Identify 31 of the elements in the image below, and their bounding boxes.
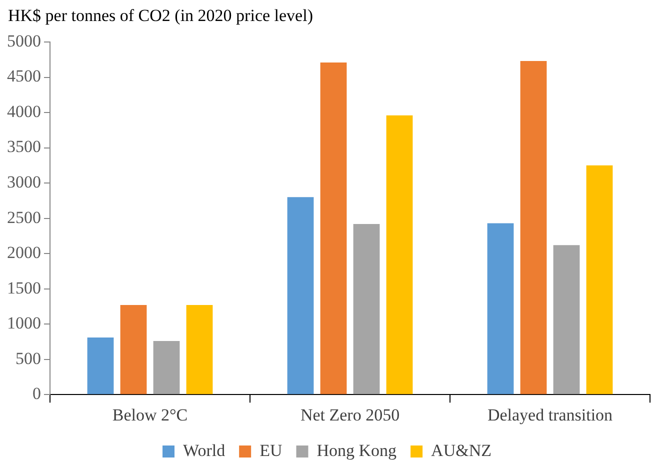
y-tick-label: 1500 [7,278,41,298]
x-tick-label: Delayed transition [487,405,614,424]
legend-label: World [183,440,226,460]
y-tick-label: 4500 [7,66,41,86]
y-tick-label: 3500 [7,137,41,156]
y-tick-label: 2500 [7,208,41,227]
bar [320,62,347,394]
y-tick-label: 0 [32,384,41,404]
x-tick-label: Below 2°C [112,405,188,424]
legend-label: Hong Kong [316,440,398,460]
legend-label: AU&NZ [431,440,492,460]
y-tick-label: 3000 [7,172,41,192]
bar [287,197,314,394]
bar [553,245,580,394]
x-tick-label: Net Zero 2050 [300,405,400,424]
y-tick-label: 2000 [7,243,41,262]
bar [120,305,147,394]
bar [586,165,613,394]
y-tick-label: 1000 [7,314,41,333]
bar [520,61,547,394]
bar [487,223,514,394]
bar [386,115,413,394]
bar [186,305,213,394]
bar [87,337,114,394]
legend-label: EU [260,440,282,460]
bar [353,224,380,394]
y-tick-label: 4000 [7,102,41,121]
bar [153,341,180,394]
y-tick-label: 500 [16,348,41,368]
y-tick-label: 5000 [7,31,41,50]
chart-title: HK$ per tonnes of CO2 (in 2020 price level) [8,6,313,26]
